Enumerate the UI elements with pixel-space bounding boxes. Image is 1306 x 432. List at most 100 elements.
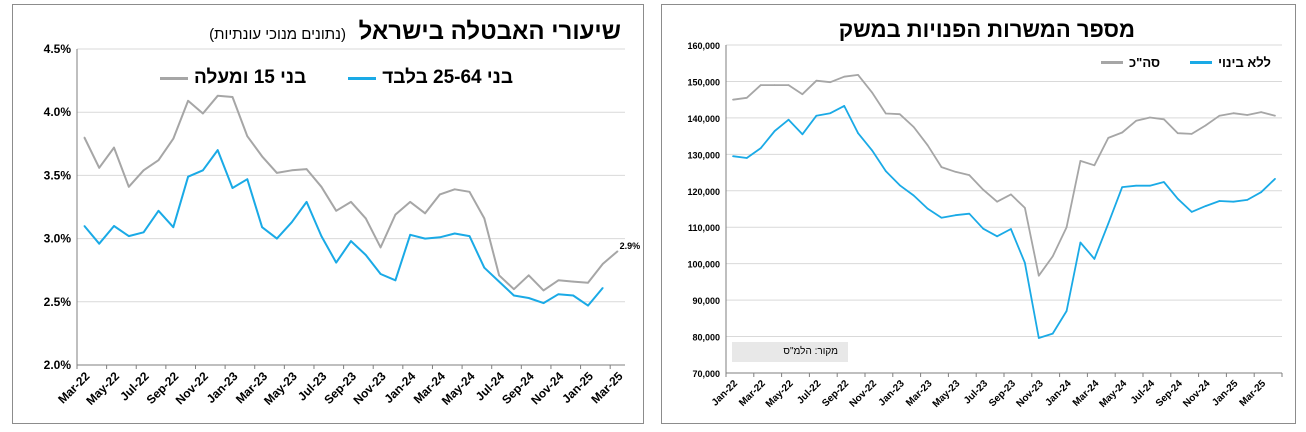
- data-point: [513, 288, 515, 290]
- data-point: [542, 289, 545, 292]
- data-point: [996, 200, 998, 203]
- y-tick-label: 3.5%: [44, 168, 72, 182]
- data-point: [1079, 160, 1082, 162]
- data-point: [513, 294, 515, 297]
- data-point: [1218, 114, 1221, 117]
- data-point: [1218, 200, 1221, 202]
- data-point: [996, 235, 998, 238]
- data-point: [157, 159, 160, 162]
- x-tick-label: May-22: [83, 369, 122, 408]
- data-point: [912, 194, 915, 197]
- x-tick-label: Mar-22: [737, 378, 768, 409]
- data-point: [379, 246, 382, 249]
- data-point: [202, 112, 204, 115]
- legend-swatch-total-vacancies: [1100, 61, 1123, 64]
- data-point: [912, 126, 915, 128]
- data-point: [350, 240, 352, 242]
- data-point: [940, 216, 943, 219]
- data-point: [483, 266, 486, 269]
- legend-swatch-core: [348, 76, 377, 80]
- legend-item-no-construction: ללא בינוי: [1184, 55, 1271, 70]
- x-tick-label: Mar-25: [588, 369, 625, 406]
- data-point: [968, 212, 971, 215]
- data-point: [83, 225, 86, 227]
- x-tick-label: Jan-25: [1210, 378, 1240, 408]
- data-point: [1274, 177, 1276, 180]
- data-point: [1190, 211, 1193, 213]
- data-point: [498, 280, 500, 283]
- data-point: [409, 201, 412, 203]
- data-point: [1024, 262, 1026, 264]
- x-tick-label: Jul-22: [795, 378, 824, 407]
- data-point: [871, 91, 873, 94]
- vacancies-chart: 70,000 80,000 90,000 100,000 110,000 120,000 1…: [687, 41, 1283, 410]
- data-point: [940, 166, 943, 168]
- data-point: [1010, 228, 1012, 230]
- data-point: [246, 178, 249, 180]
- data-point: [424, 237, 426, 240]
- data-point: [1010, 193, 1012, 196]
- data-point: [483, 217, 486, 220]
- data-point: [394, 279, 397, 282]
- data-point: [1176, 197, 1179, 200]
- data-point: [968, 174, 971, 176]
- x-tick-label: Nov-22: [173, 369, 211, 407]
- data-point: [202, 169, 204, 172]
- x-tick-label: May-22: [764, 378, 796, 410]
- x-tick-label: Mar-25: [1238, 378, 1269, 409]
- data-point: [187, 175, 189, 178]
- data-point: [1065, 226, 1068, 229]
- data-point: [759, 84, 762, 86]
- series-line-0: [83, 94, 619, 292]
- legend-label-total: בני 15 ומעלה: [194, 67, 307, 88]
- data-point: [801, 93, 804, 95]
- data-point: [542, 302, 545, 304]
- y-tick-label: 130,000: [687, 150, 720, 160]
- x-tick-label: Mar-23: [904, 378, 935, 409]
- data-point: [1037, 274, 1040, 277]
- data-point: [954, 171, 957, 173]
- x-tick-label: Nov-22: [848, 378, 880, 410]
- data-point: [829, 112, 832, 114]
- data-point: [365, 217, 367, 220]
- series-line-0: [732, 74, 1276, 277]
- data-point: [172, 226, 175, 229]
- data-point: [468, 191, 471, 193]
- data-point: [527, 297, 530, 299]
- data-point: [773, 84, 776, 86]
- y-tick-label: 160,000: [687, 41, 720, 51]
- x-tick-label: Nov-23: [350, 369, 388, 407]
- y-tick-label: 70,000: [692, 369, 720, 379]
- data-point: [1121, 186, 1123, 188]
- data-point: [113, 225, 115, 227]
- data-point: [172, 137, 175, 140]
- x-tick-label: Sep-22: [820, 378, 851, 409]
- data-point: [350, 201, 352, 203]
- data-point: [394, 213, 397, 216]
- data-point: [801, 133, 804, 136]
- data-point: [1093, 258, 1096, 260]
- data-point: [187, 100, 189, 102]
- data-point: [857, 132, 859, 134]
- x-tick-label: Jul-24: [1129, 378, 1158, 407]
- data-point: [379, 273, 382, 275]
- x-tick-label: Nov-24: [528, 369, 566, 407]
- data-point: [290, 169, 293, 172]
- data-point: [453, 232, 456, 235]
- legend-swatch-no-construction: [1190, 61, 1213, 64]
- data-point: [1190, 133, 1193, 135]
- data-point: [98, 167, 101, 169]
- data-point: [746, 157, 748, 159]
- data-point: [83, 136, 86, 139]
- y-tick-label: 110,000: [688, 223, 720, 233]
- x-tick-label: Mar-24: [1071, 378, 1102, 409]
- legend-label-total-vacancies: סה"כ: [1128, 55, 1161, 70]
- unemployment-chart-panel: 2.0% 2.5% 3.0% 3.5% 4.0% 4.5% Mar-22 May-22 Jul-…: [12, 4, 644, 424]
- data-point: [1051, 332, 1054, 335]
- x-tick-label: May-23: [931, 378, 963, 410]
- data-point: [128, 185, 130, 188]
- data-point: [468, 235, 471, 237]
- data-point: [1065, 310, 1068, 312]
- x-tick-label: May-24: [1097, 378, 1129, 410]
- data-point: [142, 169, 145, 172]
